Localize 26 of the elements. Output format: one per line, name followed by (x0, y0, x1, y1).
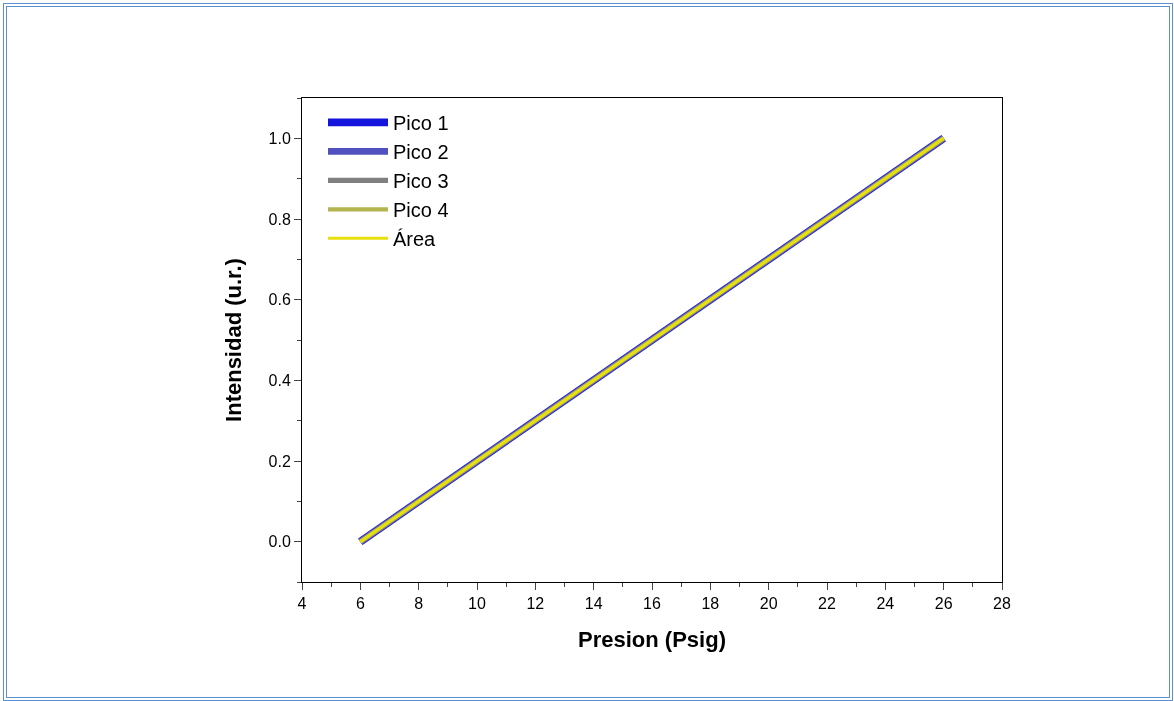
x-tick-label: 4 (297, 595, 307, 613)
legend-label: Área (393, 228, 437, 251)
legend-label: Pico 4 (393, 199, 449, 222)
legend-label: Pico 1 (393, 112, 449, 135)
x-tick-label: 12 (526, 595, 545, 613)
x-tick-label: 28 (993, 595, 1011, 613)
x-tick-label: 8 (414, 595, 424, 613)
x-tick-label: 24 (876, 595, 895, 613)
x-tick-label: 18 (701, 595, 720, 613)
x-tick-label: 20 (759, 595, 778, 613)
y-tick-label: 0.4 (268, 371, 291, 389)
x-tick-label: 6 (355, 595, 365, 613)
y-axis-title: Intensidad (u.r.) (221, 258, 247, 422)
x-tick-label: 26 (934, 595, 953, 613)
legend-label: Pico 2 (393, 141, 449, 164)
x-tick-label: 14 (584, 595, 603, 613)
y-tick-label: 0.6 (268, 291, 291, 309)
y-tick-label: 0.0 (268, 533, 291, 551)
y-tick-label: 0.8 (268, 210, 291, 228)
x-tick-label: 16 (643, 595, 661, 613)
legend-label: Pico 3 (393, 170, 449, 193)
x-tick-label: 10 (468, 595, 486, 613)
x-tick-label: 22 (818, 595, 836, 613)
x-axis-title: Presion (Psig) (578, 627, 726, 653)
y-tick-label: 1.0 (268, 129, 291, 147)
y-tick-label: 0.2 (268, 452, 291, 470)
